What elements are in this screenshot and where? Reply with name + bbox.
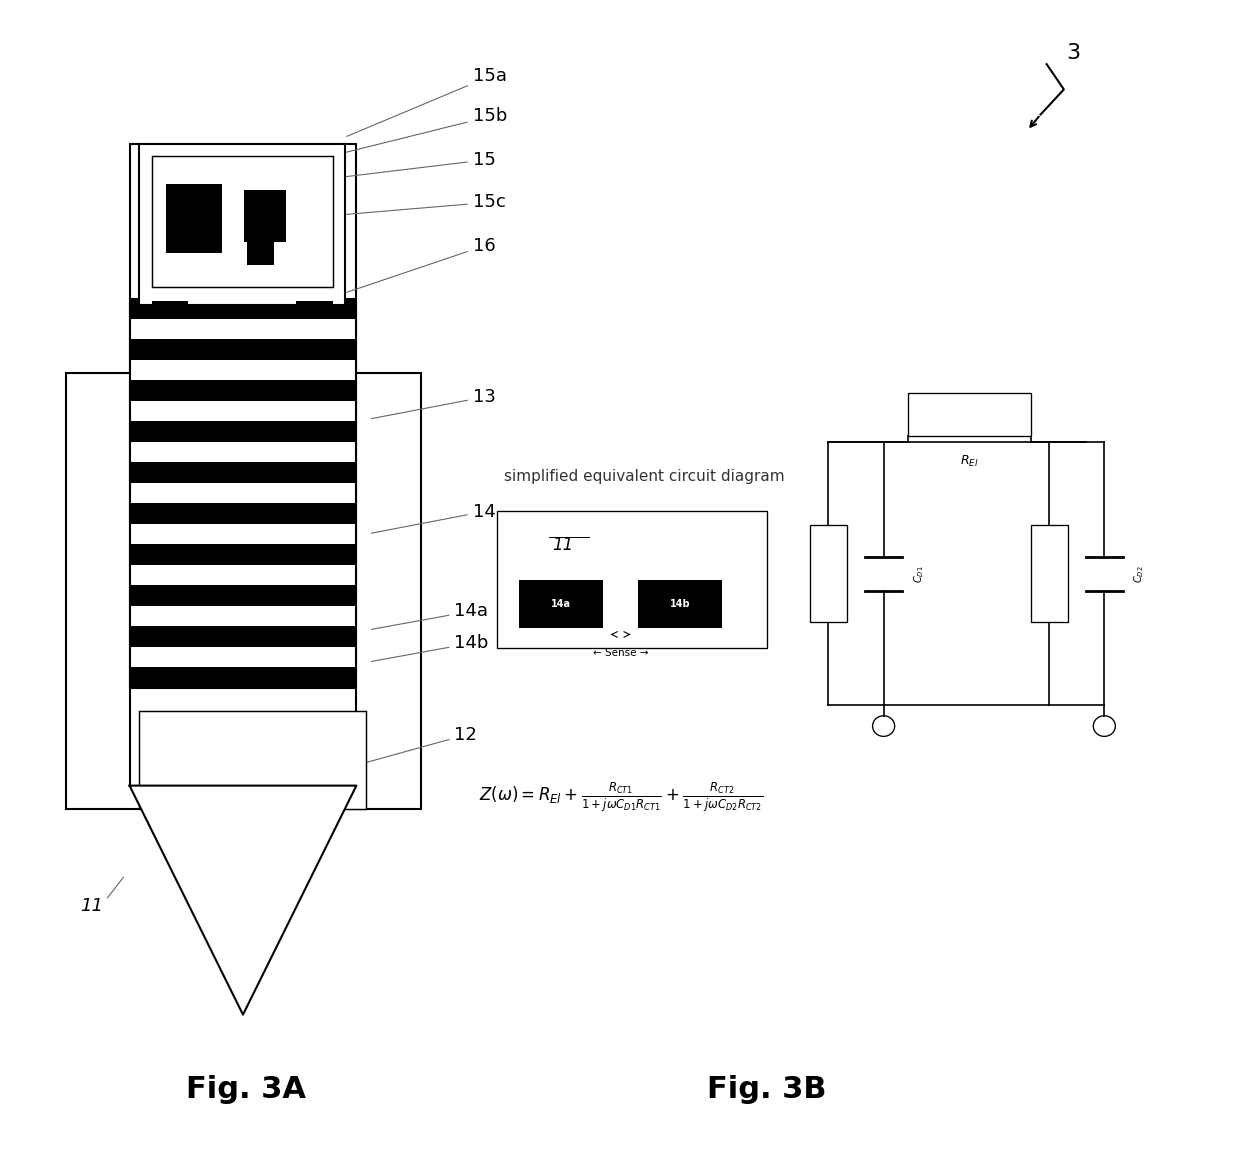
Bar <box>639 580 722 627</box>
Text: $Z(\omega) = R_{El} + \frac{R_{CT1}}{1 + j\omega C_{D1}R_{CT1}} + \frac{R_{CT2}}: $Z(\omega) = R_{El} + \frac{R_{CT1}}{1 +… <box>479 780 764 814</box>
Bar <box>129 338 356 360</box>
Bar <box>151 301 188 319</box>
Text: 15b: 15b <box>335 108 507 155</box>
Bar <box>129 299 356 688</box>
Bar <box>497 511 768 648</box>
Text: $R_{El}$: $R_{El}$ <box>960 407 978 422</box>
Text: ← Sense →: ← Sense → <box>593 648 649 658</box>
Bar <box>139 712 366 809</box>
Text: 14: 14 <box>371 503 496 533</box>
Bar <box>129 299 356 688</box>
Bar <box>129 461 356 483</box>
Bar <box>129 666 356 688</box>
Text: 16: 16 <box>347 236 496 292</box>
Text: 14a: 14a <box>551 598 572 608</box>
Text: 11: 11 <box>553 535 574 554</box>
Bar <box>129 626 356 648</box>
Bar <box>129 298 356 320</box>
Text: 12: 12 <box>285 726 477 785</box>
Bar <box>129 145 356 786</box>
Polygon shape <box>129 786 356 1014</box>
Text: 3: 3 <box>1066 43 1081 63</box>
Text: $C_{D1}$: $C_{D1}$ <box>911 564 925 583</box>
Bar <box>139 145 346 305</box>
Bar <box>166 184 222 253</box>
Bar <box>129 380 356 401</box>
Text: simplified equivalent circuit diagram: simplified equivalent circuit diagram <box>503 469 784 484</box>
Bar <box>296 301 334 319</box>
Bar <box>66 373 422 809</box>
Text: $R_{CT1}$: $R_{CT1}$ <box>822 564 835 583</box>
Bar <box>908 393 1030 436</box>
Text: 15: 15 <box>312 151 496 181</box>
Text: 15a: 15a <box>347 67 507 137</box>
Text: 11: 11 <box>81 897 103 914</box>
Text: 13: 13 <box>371 388 496 418</box>
Text: 14b: 14b <box>670 598 691 608</box>
Bar <box>129 544 356 566</box>
Text: 14b: 14b <box>371 634 489 662</box>
Bar <box>1030 525 1068 622</box>
Bar <box>520 580 603 627</box>
Bar <box>810 525 847 622</box>
Bar <box>129 585 356 606</box>
Text: Fig. 3A: Fig. 3A <box>186 1074 306 1103</box>
Bar <box>151 155 334 287</box>
Text: 14a: 14a <box>371 603 489 629</box>
Text: $C_{D2}$: $C_{D2}$ <box>1132 564 1146 583</box>
Text: 15c: 15c <box>310 194 506 218</box>
Bar <box>247 240 274 264</box>
Text: $R_{CT2}$: $R_{CT2}$ <box>1043 564 1055 583</box>
Text: Fig. 3B: Fig. 3B <box>707 1074 827 1103</box>
Text: $R_{El}$: $R_{El}$ <box>960 453 978 468</box>
Bar <box>243 190 286 242</box>
Bar <box>129 421 356 443</box>
Bar <box>129 503 356 524</box>
